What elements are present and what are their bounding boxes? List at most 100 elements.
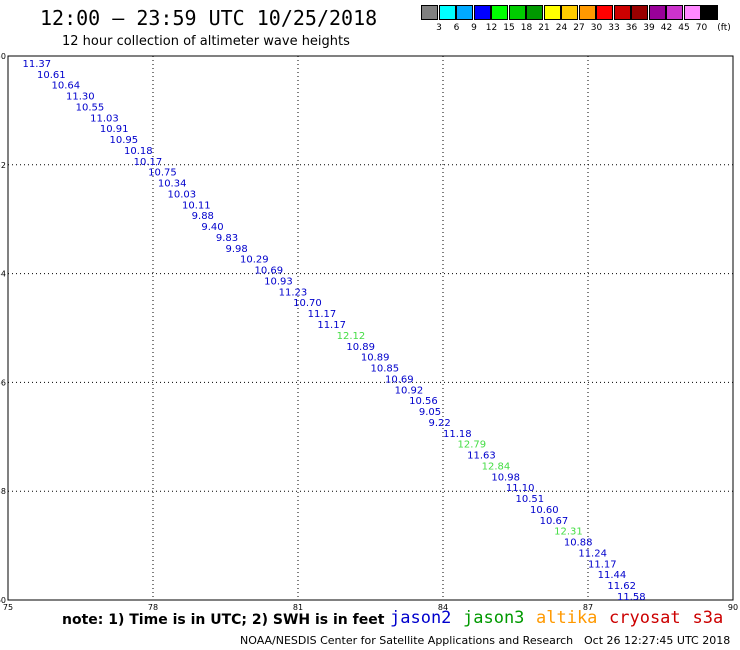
legend-swatch (508, 5, 526, 20)
wave-height-point: 10.67 (540, 516, 569, 527)
page-title: 12:00 — 23:59 UTC 10/25/2018 (40, 6, 378, 30)
legend-label: 27 (573, 23, 585, 33)
lat-tick-label: -50 (0, 52, 6, 61)
legend-swatch (438, 5, 456, 20)
wave-height-point: 11.63 (467, 451, 496, 462)
wave-height-point: 10.60 (530, 505, 559, 516)
lon-tick-label: 81 (293, 603, 303, 610)
lat-tick-label: -56 (0, 378, 6, 387)
page-subtitle: 12 hour collection of altimeter wave hei… (62, 34, 350, 49)
wave-height-point: 9.98 (226, 244, 248, 255)
wave-height-point: 10.70 (293, 298, 322, 309)
satellite-label-cryosat: cryosat (609, 608, 681, 628)
wave-height-point: 11.17 (317, 320, 346, 331)
wave-height-point: 12.31 (554, 527, 583, 538)
wave-height-point: 10.11 (182, 200, 211, 211)
legend-swatch (491, 5, 508, 20)
legend-swatch (683, 5, 701, 20)
wave-height-point: 12.79 (458, 440, 487, 451)
wave-height-point: 12.84 (482, 461, 511, 472)
wave-height-point: 10.34 (158, 179, 187, 190)
legend-swatch (543, 5, 561, 20)
wave-height-point: 10.18 (124, 146, 153, 157)
timestamp-text: Oct 26 12:27:45 UTC 2018 (584, 634, 731, 647)
satellite-label-s3a: s3a (692, 608, 724, 628)
legend-label: 36 (625, 23, 638, 33)
legend-swatch (631, 5, 648, 20)
wave-height-point: 10.92 (395, 385, 424, 396)
lat-tick-label: -58 (0, 487, 6, 496)
satellite-label-jason3: jason3 (463, 608, 525, 628)
wave-height-point: 10.85 (371, 364, 400, 375)
legend-label: 30 (590, 23, 603, 33)
legend-label: 3 (436, 23, 442, 33)
legend-label: 12 (485, 23, 498, 33)
wave-height-point: 11.24 (578, 548, 607, 559)
legend-unit: (ft) (717, 23, 731, 33)
wave-height-point: 10.89 (346, 342, 375, 353)
wave-height-point: 10.69 (255, 266, 284, 277)
track-points: 11.3710.6110.6411.3010.5511.0310.9110.95… (23, 59, 646, 603)
legend-label: 39 (643, 23, 655, 33)
wave-height-point: 10.93 (264, 276, 293, 287)
credit-text: NOAA/NESDIS Center for Satellite Applica… (240, 634, 574, 647)
legend-label: 70 (695, 23, 708, 33)
lat-tick-label: -60 (0, 596, 6, 605)
legend-label: 24 (555, 23, 568, 33)
satellite-label-altika: altika (536, 608, 598, 628)
wave-height-point: 11.17 (588, 559, 617, 570)
wave-height-point: 10.61 (37, 70, 66, 81)
lon-tick-label: 75 (3, 603, 13, 610)
legend-label: 6 (453, 23, 460, 33)
lon-tick-label: 90 (728, 603, 738, 610)
wave-height-point: 11.18 (443, 429, 472, 440)
legend-label: 9 (471, 23, 477, 33)
wave-height-point: 10.03 (168, 189, 197, 200)
legend-swatch (526, 5, 543, 20)
wave-height-point: 11.58 (617, 592, 646, 603)
wave-height-point: 10.29 (240, 255, 269, 266)
legend-label: 42 (660, 23, 673, 33)
wave-height-point: 10.95 (110, 135, 139, 146)
wave-height-point: 10.89 (361, 353, 390, 364)
lat-tick-label: -52 (0, 161, 6, 170)
lon-tick-label: 84 (438, 603, 448, 610)
satellite-label-jason2: jason2 (390, 608, 452, 628)
wave-height-point: 12.12 (337, 331, 366, 342)
legend-swatch (561, 5, 578, 20)
legend-swatch (648, 5, 666, 20)
wave-height-point: 11.37 (23, 59, 52, 70)
legend-label: 18 (520, 23, 533, 33)
legend-swatch (421, 5, 438, 20)
wave-height-point: 11.17 (308, 309, 337, 320)
wave-height-point: 10.56 (409, 396, 438, 407)
wave-height-point: 10.75 (148, 168, 177, 179)
wave-height-point: 10.51 (516, 494, 545, 505)
wave-height-point: 11.44 (598, 570, 627, 581)
legend-label: 15 (503, 23, 515, 33)
wave-height-point: 11.03 (90, 113, 119, 124)
legend-swatch (666, 5, 683, 20)
lon-tick-label: 78 (148, 603, 158, 610)
wave-height-point: 10.17 (134, 157, 163, 168)
legend-swatch (596, 5, 613, 20)
legend-label: 21 (538, 23, 550, 33)
legend-swatch (578, 5, 596, 20)
lat-tick-label: -54 (0, 270, 6, 279)
wave-height-point: 11.10 (506, 483, 535, 494)
map-frame (7, 55, 734, 601)
wave-height-point: 10.88 (564, 538, 593, 549)
wave-height-point: 10.91 (100, 124, 129, 135)
wave-height-point: 10.98 (491, 472, 520, 483)
lon-tick-label: 87 (583, 603, 593, 610)
footer-note: note: 1) Time is in UTC; 2) SWH is in fe… (62, 612, 385, 628)
wave-height-point: 9.83 (216, 233, 238, 244)
wave-height-point: 9.88 (192, 211, 214, 222)
legend-label: 33 (608, 23, 620, 33)
legend-swatch (456, 5, 473, 20)
wave-height-point: 11.62 (607, 581, 636, 592)
legend-swatch (473, 5, 491, 20)
wave-height-point: 11.30 (66, 92, 95, 103)
legend-label: 45 (678, 23, 690, 33)
